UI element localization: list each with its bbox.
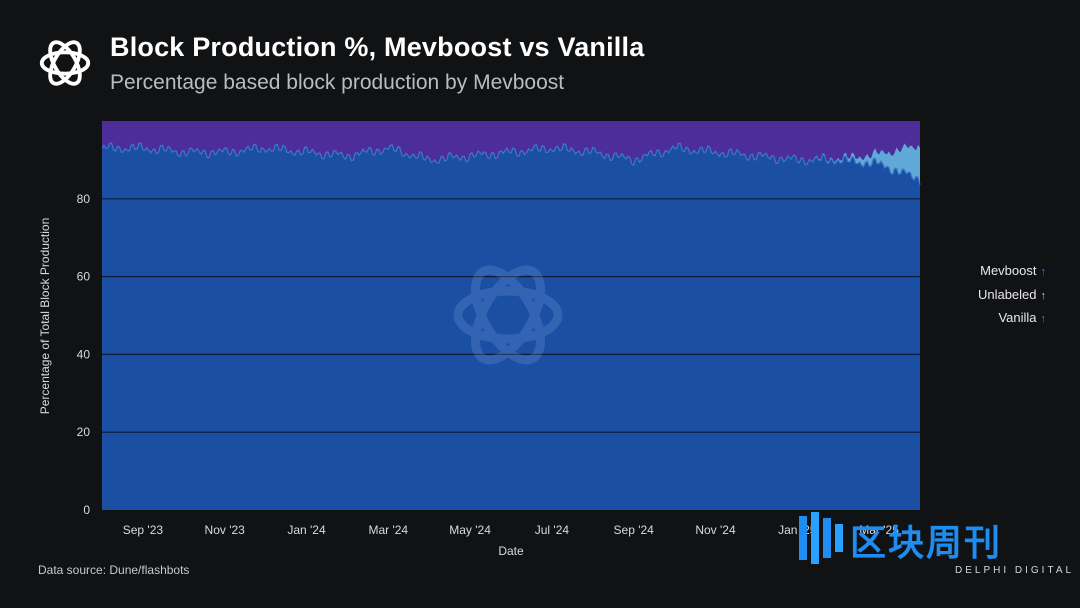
x-tick-label: Jan '24	[287, 523, 326, 537]
x-tick-label: Mar '25	[859, 523, 899, 537]
y-axis-label: Percentage of Total Block Production	[38, 218, 52, 415]
chart-title: Block Production %, Mevboost vs Vanilla	[110, 32, 645, 62]
series-line-mevboost	[101, 142, 921, 185]
x-axis-label: Date	[498, 544, 524, 558]
legend-swatch-icon: ↑	[1040, 313, 1047, 325]
x-tick-label: Jul '24	[535, 523, 570, 537]
legend-label: Mevboost	[980, 263, 1037, 278]
legend-swatch-icon: ↑	[1040, 266, 1047, 278]
legend-swatch-icon: ↑	[1040, 289, 1047, 302]
x-tick-label: May '24	[449, 523, 491, 537]
legend: Mevboost ↑ Unlabeled ↑ Vanilla ↑	[978, 262, 1046, 333]
chart-subtitle: Percentage based block production by Mev…	[110, 71, 565, 94]
y-tick-label: 40	[77, 347, 91, 361]
data-source: Data source: Dune/flashbots	[38, 563, 190, 577]
legend-item-vanilla[interactable]: Vanilla ↑	[978, 309, 1046, 333]
x-tick-label: Sep '24	[614, 523, 655, 537]
y-tick-label: 80	[77, 192, 91, 206]
y-tick-label: 20	[77, 425, 91, 439]
y-tick-label: 0	[83, 503, 90, 517]
delphi-knot-icon	[39, 40, 91, 86]
legend-item-mevboost[interactable]: Mevboost ↑	[978, 262, 1046, 286]
x-tick-label: Jan '25	[778, 523, 817, 537]
legend-item-unlabeled[interactable]: Unlabeled ↑	[978, 286, 1046, 310]
y-tick-label: 60	[77, 270, 91, 284]
brand-label: DELPHI DIGITAL	[955, 565, 1075, 576]
legend-label: Vanilla	[998, 310, 1037, 325]
x-tick-label: Nov '24	[695, 523, 736, 537]
x-tick-label: Sep '23	[123, 523, 164, 537]
series-area-mevboost	[102, 143, 920, 510]
x-tick-label: Mar '24	[368, 523, 408, 537]
watermark-text: 区块周刊	[850, 523, 1003, 564]
x-tick-label: Nov '23	[205, 523, 246, 537]
qukuai-logo-icon	[799, 512, 843, 564]
legend-label: Unlabeled	[977, 286, 1037, 302]
